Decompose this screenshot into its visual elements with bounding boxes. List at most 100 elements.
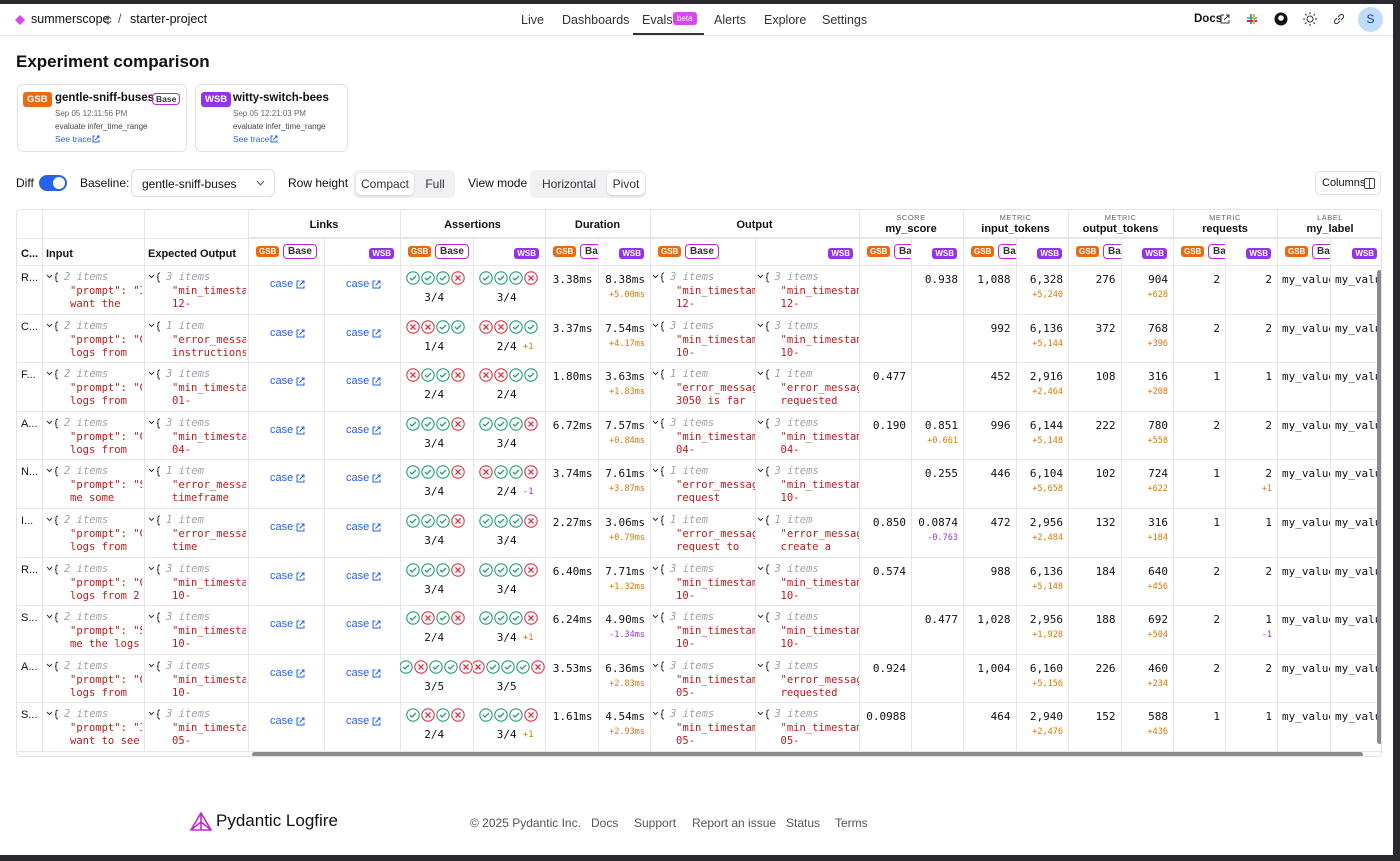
toggle-option[interactable]: Compact [356, 173, 414, 195]
case-link[interactable]: case [346, 569, 370, 582]
value: 2 [1265, 467, 1272, 481]
value: 1 [1265, 370, 1272, 384]
github-icon[interactable] [1274, 12, 1288, 26]
toggle-option[interactable]: Horizontal [541, 177, 597, 191]
v-scrollbar[interactable] [1377, 270, 1381, 744]
toggle-option[interactable]: Full [425, 177, 445, 191]
theme-icon[interactable] [1303, 12, 1317, 26]
subheader-cell: WSB [755, 238, 860, 266]
item-count: 1 item [670, 465, 708, 478]
footer-link[interactable]: Terms [835, 816, 868, 830]
case-link[interactable]: case [270, 569, 294, 582]
json-cell: 2 items "prompt": "I want the [44, 266, 142, 312]
case-link[interactable]: case [346, 521, 370, 533]
case-link[interactable]: case [270, 521, 294, 533]
external-icon [296, 717, 305, 726]
docs-link[interactable]: Docs [1194, 13, 1223, 25]
item-count: 3 items [166, 271, 211, 283]
value-cell: 184 [1068, 558, 1121, 604]
toggle-option[interactable]: Pivot [607, 173, 645, 195]
assertion-pass [479, 514, 493, 528]
footer-link[interactable]: Status [786, 816, 821, 830]
external-icon [372, 523, 381, 532]
assertion-score: 3/5 [496, 679, 517, 693]
external-icon [372, 377, 381, 386]
org-name[interactable]: summerscope [31, 12, 110, 26]
org-chevron[interactable] [104, 15, 112, 25]
assertion-fail [421, 708, 435, 723]
nav-tab[interactable]: Dashboards [562, 13, 630, 27]
slack-icon[interactable] [1245, 12, 1259, 26]
value-cell: 4.90ms -1.34ms [598, 606, 651, 652]
case-link[interactable]: case [346, 715, 370, 728]
nav-tab[interactable]: Evals [642, 13, 673, 27]
row-divider [17, 702, 1381, 704]
case-link[interactable]: case [270, 423, 294, 436]
user-avatar[interactable]: S [1358, 7, 1383, 32]
json-cell: 2 items"prompt": "Chlogs from [44, 315, 142, 361]
nav-tab[interactable]: Settings [822, 13, 868, 27]
value: 8.38ms [605, 273, 645, 286]
project-name[interactable]: starter-project [130, 12, 208, 26]
columns-button[interactable]: Columns [1315, 171, 1381, 195]
assertion-cell: 3/4 [400, 266, 473, 312]
footer-link[interactable]: Docs [591, 816, 619, 830]
case-link[interactable]: case [270, 278, 294, 290]
column-divider [1120, 238, 1122, 752]
link-cell: case [324, 655, 400, 701]
delta: +5,148 [1032, 435, 1063, 446]
assertion-pass [509, 465, 523, 480]
see-trace-link[interactable]: See trace [55, 134, 92, 144]
h-scrollbar[interactable] [252, 752, 1363, 756]
case-link[interactable]: case [270, 375, 294, 388]
expand-brace [652, 661, 665, 672]
nav-tab[interactable]: Live [521, 13, 544, 27]
columns-label: Columns [1322, 177, 1366, 189]
value-cell: 6,136 +5,144 [1016, 315, 1069, 361]
case-link[interactable]: case [346, 666, 370, 679]
experiment-card: WSB witty-switch-bees Sep 05 12:21:03 PM ev… [195, 84, 348, 152]
label-cell: my_value_ [1330, 266, 1381, 312]
nav-tab[interactable]: Explore [764, 13, 807, 27]
value-cell: 0.851 +0.661 [911, 412, 963, 458]
case-link[interactable]: case [270, 618, 294, 631]
assertion-score: 3/4 [496, 582, 517, 596]
external-icon [372, 280, 381, 289]
item-count: 1 item [774, 514, 813, 526]
value: 0.851 [924, 418, 958, 432]
case-link[interactable]: case [270, 715, 294, 728]
value-cell: 2 [1173, 266, 1225, 312]
experiment-badge: WSB [619, 248, 644, 259]
json-cell: 3 items "min_timestamp12- [650, 266, 755, 312]
footer-link[interactable]: Support [634, 816, 677, 830]
footer-link[interactable]: Report an issue [692, 816, 777, 830]
link-icon[interactable] [1332, 12, 1346, 26]
diff-toggle[interactable] [39, 175, 67, 191]
assertion-fail [494, 368, 508, 382]
experiment-badge: WSB [514, 248, 539, 259]
json-line: 10- [676, 589, 695, 602]
case-link[interactable]: case [346, 326, 370, 339]
case-link[interactable]: case [346, 472, 370, 485]
nav-tab[interactable]: Alerts [714, 13, 746, 27]
group-header: requests [1202, 223, 1248, 235]
column-divider [911, 238, 912, 752]
case-link[interactable]: case [270, 472, 294, 485]
case-link[interactable]: case [270, 666, 294, 679]
experiment-date: Sep 05 12:11:56 PM [55, 109, 128, 118]
case-link[interactable]: case [346, 278, 370, 290]
assertion-pass [421, 465, 435, 480]
case-link[interactable]: case [270, 326, 294, 339]
case-link[interactable]: case [346, 618, 370, 631]
item-count: 2 items [64, 708, 109, 721]
case-link[interactable]: case [346, 375, 370, 388]
json-cell: 3 items"min_timestamp04- [146, 412, 246, 458]
see-trace-link[interactable]: See trace [233, 134, 270, 144]
json-line: "prompt": "Ch [70, 333, 142, 346]
assertion-pass [436, 611, 450, 625]
expand-brace [46, 612, 59, 623]
case-link[interactable]: case [346, 423, 370, 436]
assertion-pass [509, 417, 523, 431]
baseline-select[interactable]: gentle-sniff-buses [131, 169, 275, 197]
